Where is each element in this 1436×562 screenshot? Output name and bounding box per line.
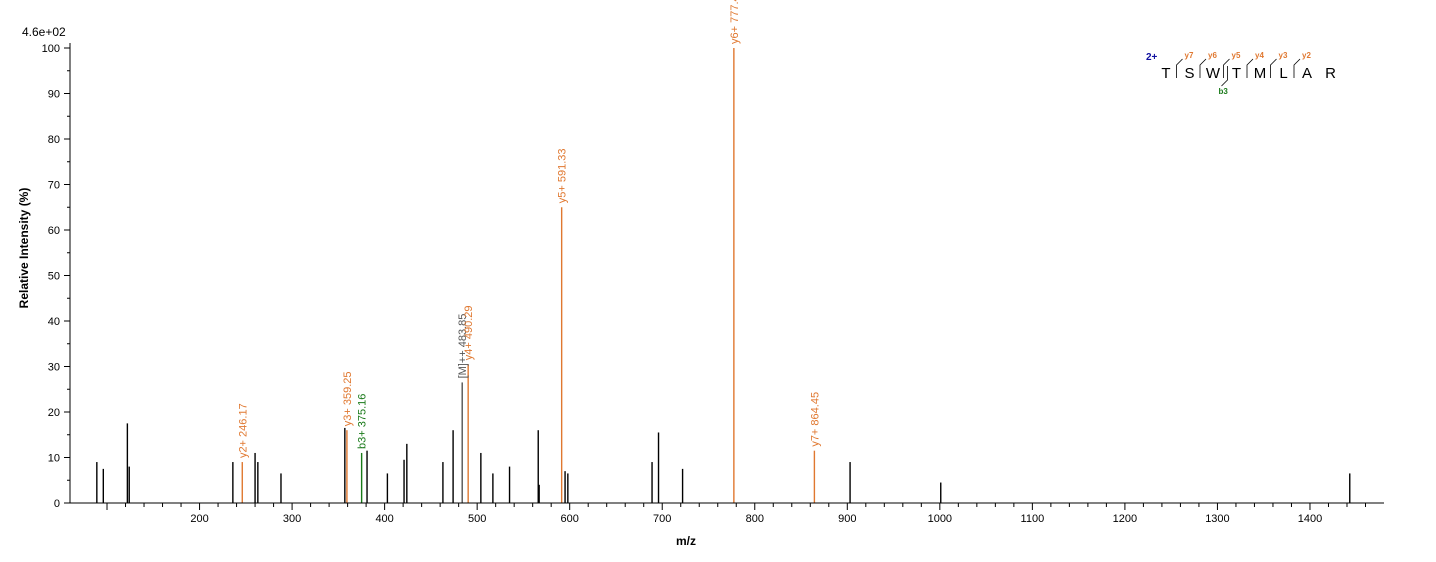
sequence-residue: T — [1161, 65, 1170, 82]
y-ion-bracket — [1246, 58, 1254, 78]
y-tick-label: 60 — [48, 225, 60, 237]
y-tick-label: 90 — [48, 89, 60, 101]
y-ion-bracket — [1176, 58, 1183, 78]
axis-ticks: 0 10 20 30 40 50 60 70 80 90 100 200 300 400 500 600 700… — [42, 43, 1366, 525]
y-tick-label: 30 — [48, 362, 60, 374]
y-ion-marker: y4 — [1255, 51, 1264, 60]
y-tick-label: 20 — [48, 407, 60, 419]
x-tick-label: 1000 — [928, 513, 952, 525]
x-tick-label: 1400 — [1298, 513, 1322, 525]
x-tick-label: 500 — [468, 513, 486, 525]
b-ion-bracket — [1221, 66, 1228, 87]
sequence-residue: S — [1184, 65, 1194, 82]
x-tick-label: 800 — [746, 513, 764, 525]
x-tick-label: 600 — [561, 513, 579, 525]
y-ion-marker: y5 — [1232, 51, 1241, 60]
peak-label: y4+ 490.29 — [463, 305, 475, 360]
b-ion-marker: b3 — [1219, 87, 1229, 96]
peak-label: y5+ 591.33 — [557, 149, 569, 204]
sequence-residue: R — [1325, 65, 1336, 82]
x-tick-label: 1200 — [1113, 513, 1137, 525]
y-ion-bracket — [1270, 58, 1277, 78]
y-tick-label: 100 — [42, 43, 60, 55]
y-ion-bracket — [1293, 58, 1301, 78]
peak-labels: y2+ 246.17 y3+ 359.25 b3+ 375.16 [M]++ 483.… — [237, 0, 821, 458]
y-ion-marker: y2 — [1302, 51, 1311, 60]
y-axis-title: Relative Intensity (%) — [17, 188, 31, 309]
y-tick-label: 70 — [48, 180, 60, 192]
y-tick-label: 50 — [48, 271, 60, 283]
y-tick-label: 80 — [48, 134, 60, 146]
x-tick-label: 200 — [190, 513, 208, 525]
sequence-residue: M — [1254, 65, 1267, 82]
sequence-residue: A — [1302, 65, 1312, 82]
y-tick-label: 10 — [48, 453, 60, 465]
peak-bars — [96, 48, 1351, 503]
sequence-residue: W — [1206, 65, 1221, 82]
peak-label: y2+ 246.17 — [237, 403, 249, 458]
charge-state: 2+ — [1146, 52, 1158, 63]
x-axis-title: m/z — [676, 534, 696, 548]
x-tick-label: 400 — [375, 513, 393, 525]
peak-label: y7+ 864.45 — [809, 392, 821, 447]
y-tick-label: 40 — [48, 316, 60, 328]
x-tick-label: 900 — [838, 513, 856, 525]
x-tick-label: 300 — [283, 513, 301, 525]
y-tick-label: 0 — [54, 498, 60, 510]
peak-label: y6+ 777.42 — [729, 0, 741, 44]
peak-label: [M]++ 483.85 — [457, 314, 469, 379]
y-ion-marker: y3 — [1279, 51, 1288, 60]
y-ion-bracket — [1199, 58, 1207, 78]
peak-label: b3+ 375.16 — [357, 394, 369, 449]
sequence-residue: T — [1232, 65, 1241, 82]
y-ion-marker: y6 — [1208, 51, 1217, 60]
x-tick-label: 700 — [653, 513, 671, 525]
y-ion-marker: y7 — [1185, 51, 1194, 60]
x-tick-label: 1100 — [1021, 513, 1045, 525]
intensity-scale-label: 4.6e+02 — [22, 25, 66, 39]
peak-label: y3+ 359.25 — [342, 371, 354, 426]
sequence-residue: L — [1279, 65, 1287, 82]
x-tick-label: 1300 — [1205, 513, 1229, 525]
y-ion-bracket — [1223, 58, 1230, 78]
